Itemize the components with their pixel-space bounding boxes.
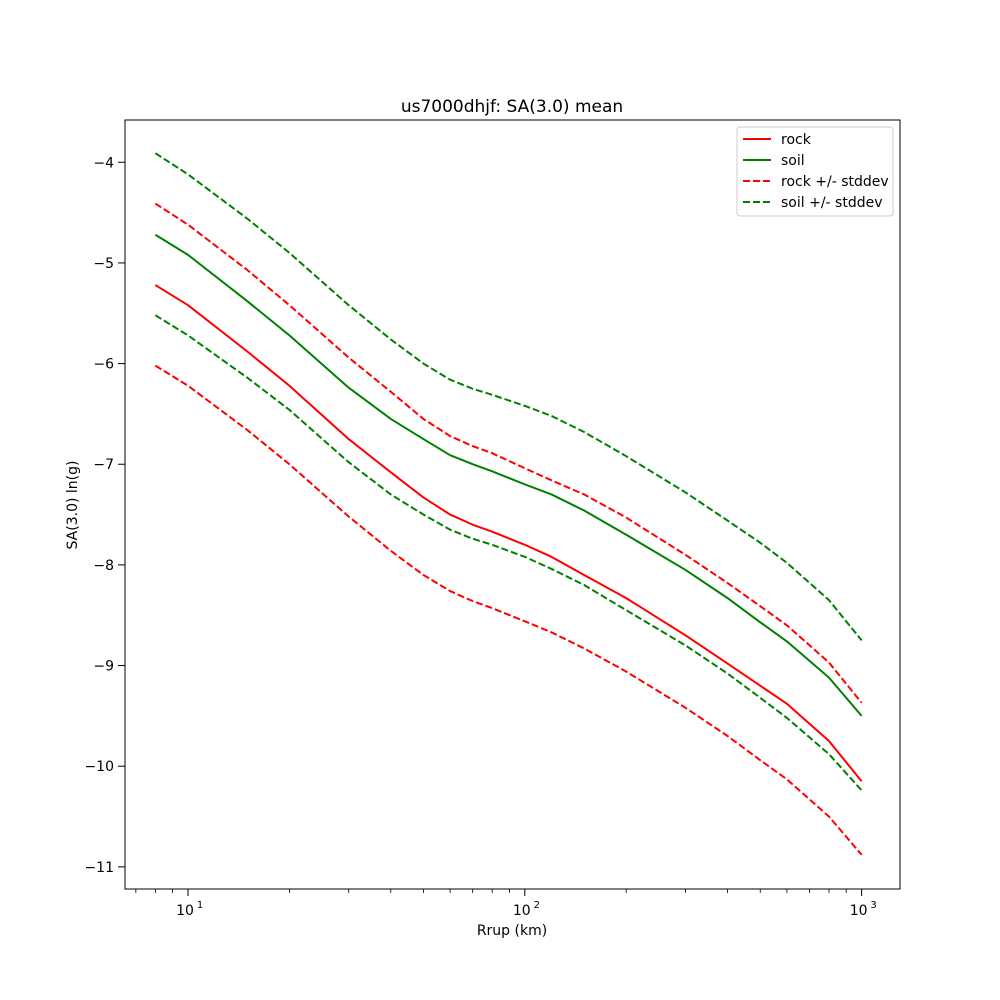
legend: rock soil rock +/- stddev soil +/- stddev <box>736 126 894 217</box>
plot-lines <box>154 152 863 856</box>
legend-label: rock <box>781 132 812 148</box>
x-tick-label: 10 <box>513 903 531 919</box>
x-axis-label: Rrup (km) <box>477 923 547 939</box>
y-tick-label: −8 <box>93 558 114 574</box>
series-line-3 <box>154 364 863 856</box>
legend-label: soil +/- stddev <box>781 195 883 211</box>
x-tick-exponent: 2 <box>534 900 540 911</box>
y-tick-label: −4 <box>93 155 114 171</box>
series-line-4 <box>154 152 863 642</box>
x-tick-exponent: 3 <box>870 900 876 911</box>
series-line-5 <box>154 314 863 792</box>
series-line-2 <box>154 202 863 704</box>
axes: 10 1 10 2 10 3−11−10−9−8−7−6−5−4 <box>84 119 901 919</box>
legend-label: rock +/- stddev <box>781 174 889 190</box>
y-tick-label: −5 <box>93 256 114 272</box>
plot-frame <box>124 119 901 890</box>
x-tick-label: 10 <box>850 903 868 919</box>
legend-label: soil <box>781 153 805 169</box>
y-tick-label: −9 <box>93 659 114 675</box>
y-tick-label: −11 <box>84 860 114 876</box>
y-axis-label: SA(3.0) ln(g) <box>65 461 81 550</box>
chart-title: us7000dhjf: SA(3.0) mean <box>401 97 623 117</box>
series-line-1 <box>154 233 863 717</box>
series-line-0 <box>154 284 863 782</box>
y-tick-label: −7 <box>93 457 114 473</box>
y-tick-label: −10 <box>84 759 114 775</box>
x-tick-exponent: 1 <box>197 900 203 911</box>
y-tick-label: −6 <box>93 357 114 373</box>
legend-box <box>736 126 894 217</box>
x-tick-label: 10 <box>176 903 194 919</box>
